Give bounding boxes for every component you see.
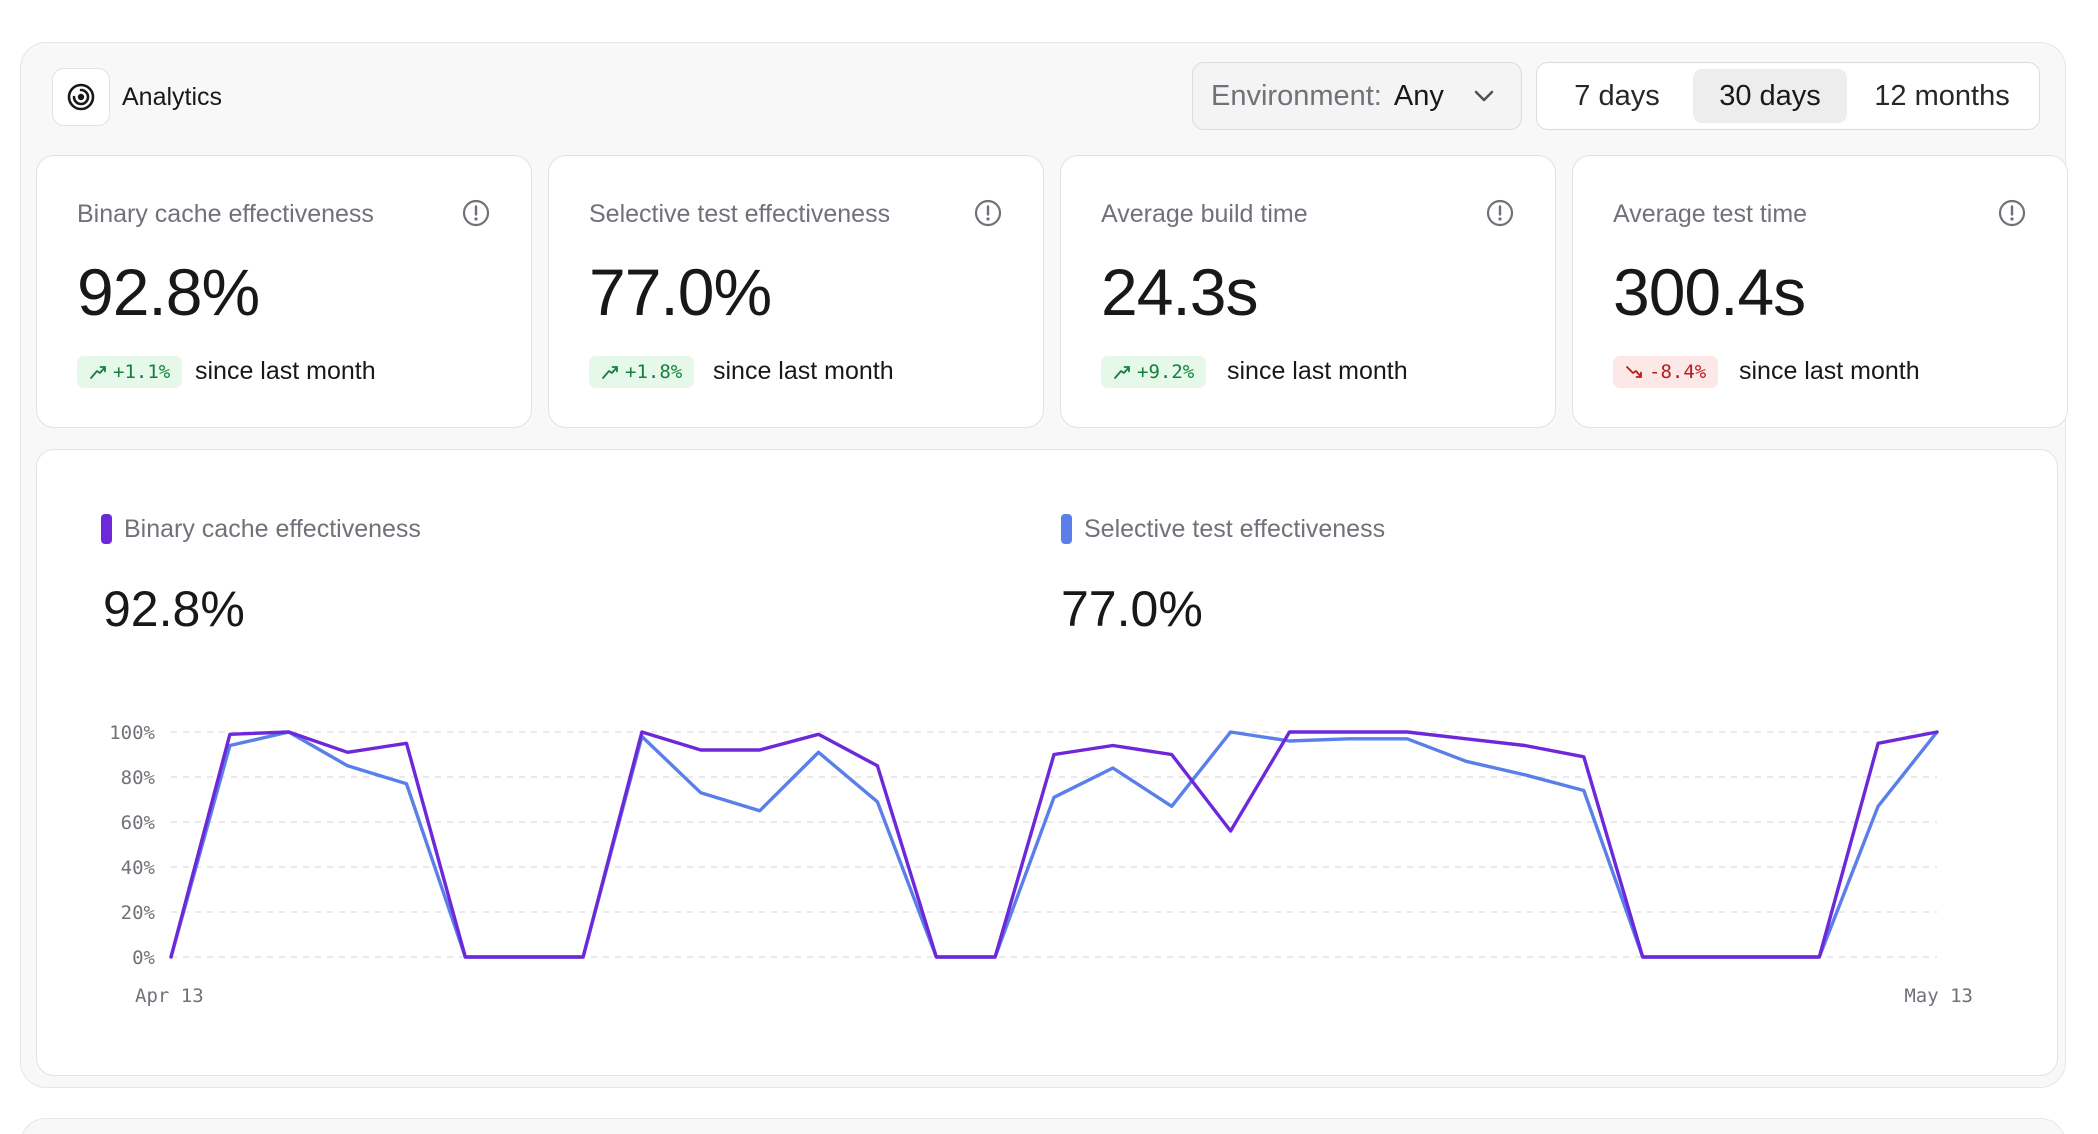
trend-delta: -8.4% bbox=[1649, 361, 1707, 383]
next-panel bbox=[20, 1118, 2066, 1134]
legend-swatch bbox=[1061, 514, 1072, 544]
environment-label: Environment: bbox=[1211, 79, 1382, 112]
trend-badge: +1.8% bbox=[589, 356, 695, 388]
trend-down-icon bbox=[1626, 366, 1642, 378]
legend-value: 92.8% bbox=[103, 581, 245, 637]
trend-badge: +1.1% bbox=[77, 356, 183, 388]
range-7-days-button[interactable]: 7 days bbox=[1574, 79, 1660, 112]
spiral-logo-icon bbox=[67, 83, 95, 111]
legend-label: Binary cache effectiveness bbox=[124, 514, 421, 543]
metric-title: Selective test effectiveness bbox=[589, 200, 891, 228]
legend-selective-test: Selective test effectiveness bbox=[1061, 514, 1385, 544]
metric-value: 77.0% bbox=[589, 255, 772, 329]
since-label: since last month bbox=[713, 357, 894, 385]
info-icon[interactable] bbox=[1485, 198, 1515, 228]
metric-title: Binary cache effectiveness bbox=[77, 200, 374, 228]
app-logo[interactable] bbox=[52, 68, 110, 126]
trend-up-icon bbox=[90, 366, 106, 379]
trend-badge: -8.4% bbox=[1613, 356, 1719, 388]
metric-value: 92.8% bbox=[77, 255, 260, 329]
time-range-toggle: 7 days 30 days 12 months bbox=[1536, 62, 2040, 130]
metric-card-build-time: Average build time 24.3s +9.2% since las… bbox=[1060, 155, 1556, 428]
trend-delta: +1.1% bbox=[113, 361, 171, 383]
y-tick-label: 0% bbox=[132, 947, 155, 969]
info-icon[interactable] bbox=[973, 198, 1003, 228]
y-tick-label: 100% bbox=[109, 722, 155, 744]
series-line-binary-cache bbox=[169, 730, 1939, 959]
metric-card-binary-cache: Binary cache effectiveness 92.8% +1.1% s… bbox=[36, 155, 532, 428]
y-tick-label: 60% bbox=[121, 812, 156, 834]
y-tick-label: 20% bbox=[121, 902, 156, 924]
trend-delta: +9.2% bbox=[1137, 361, 1195, 383]
y-tick-label: 80% bbox=[121, 767, 156, 789]
metric-value: 24.3s bbox=[1101, 255, 1258, 329]
environment-value: Any bbox=[1393, 79, 1444, 112]
legend-label: Selective test effectiveness bbox=[1084, 514, 1386, 543]
since-label: since last month bbox=[1227, 357, 1408, 385]
info-icon[interactable] bbox=[461, 198, 491, 228]
legend-swatch bbox=[101, 514, 112, 544]
chevron-down-icon bbox=[1474, 90, 1494, 102]
x-tick-label: Apr 13 bbox=[135, 985, 204, 1007]
trend-delta: +1.8% bbox=[625, 361, 683, 383]
y-tick-label: 40% bbox=[121, 857, 156, 879]
effectiveness-chart-card: Binary cache effectiveness 92.8% Selecti… bbox=[36, 449, 2058, 1076]
metric-card-selective-test: Selective test effectiveness 77.0% +1.8%… bbox=[548, 155, 1044, 428]
environment-select[interactable]: Environment: Any bbox=[1192, 62, 1522, 130]
legend-binary-cache: Binary cache effectiveness bbox=[101, 514, 421, 544]
page-title: Analytics bbox=[122, 83, 223, 111]
range-30-days-button[interactable]: 30 days bbox=[1693, 69, 1847, 123]
since-label: since last month bbox=[1739, 357, 1920, 385]
metric-value: 300.4s bbox=[1613, 255, 1806, 329]
trend-up-icon bbox=[1114, 366, 1130, 379]
since-label: since last month bbox=[195, 357, 376, 385]
line-chart: 0% 20% 40% 60% 80% 100% Apr 13 May 13 bbox=[109, 722, 1973, 1007]
legend-value: 77.0% bbox=[1061, 581, 1203, 637]
range-12-months-button[interactable]: 12 months bbox=[1874, 79, 2010, 112]
metric-title: Average build time bbox=[1101, 200, 1308, 228]
x-tick-label: May 13 bbox=[1904, 985, 1973, 1007]
metric-card-test-time: Average test time 300.4s -8.4% since las… bbox=[1572, 155, 2068, 428]
trend-badge: +9.2% bbox=[1101, 356, 1207, 388]
info-icon[interactable] bbox=[1997, 198, 2027, 228]
trend-up-icon bbox=[602, 366, 618, 379]
metric-title: Average test time bbox=[1613, 200, 1808, 228]
